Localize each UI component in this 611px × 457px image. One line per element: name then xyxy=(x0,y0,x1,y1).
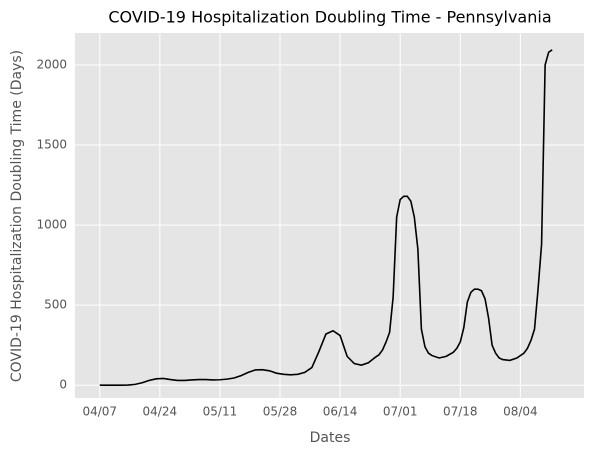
x-tick-label: 05/11 xyxy=(203,405,238,419)
x-tick-label: 04/07 xyxy=(82,405,117,419)
x-axis-label: Dates xyxy=(310,430,351,446)
data-line xyxy=(99,49,553,386)
y-tick-label: 1500 xyxy=(36,138,67,152)
y-tick-label: 0 xyxy=(59,378,67,392)
x-tick-label: 07/01 xyxy=(383,405,418,419)
x-tick-label: 06/14 xyxy=(323,405,358,419)
plot-area xyxy=(75,33,584,398)
x-tick-label: 05/28 xyxy=(263,405,298,419)
x-tick-label: 04/24 xyxy=(143,405,178,419)
y-tick-label: 500 xyxy=(44,298,67,312)
y-tick-label: 1000 xyxy=(36,218,67,232)
y-tick-label: 2000 xyxy=(36,58,67,72)
chart-title: COVID-19 Hospitalization Doubling Time -… xyxy=(108,8,551,27)
y-axis-label: COVID-19 Hospitalization Doubling Time (… xyxy=(9,50,25,382)
x-tick-label: 07/18 xyxy=(443,405,478,419)
x-tick-label: 08/04 xyxy=(503,405,538,419)
